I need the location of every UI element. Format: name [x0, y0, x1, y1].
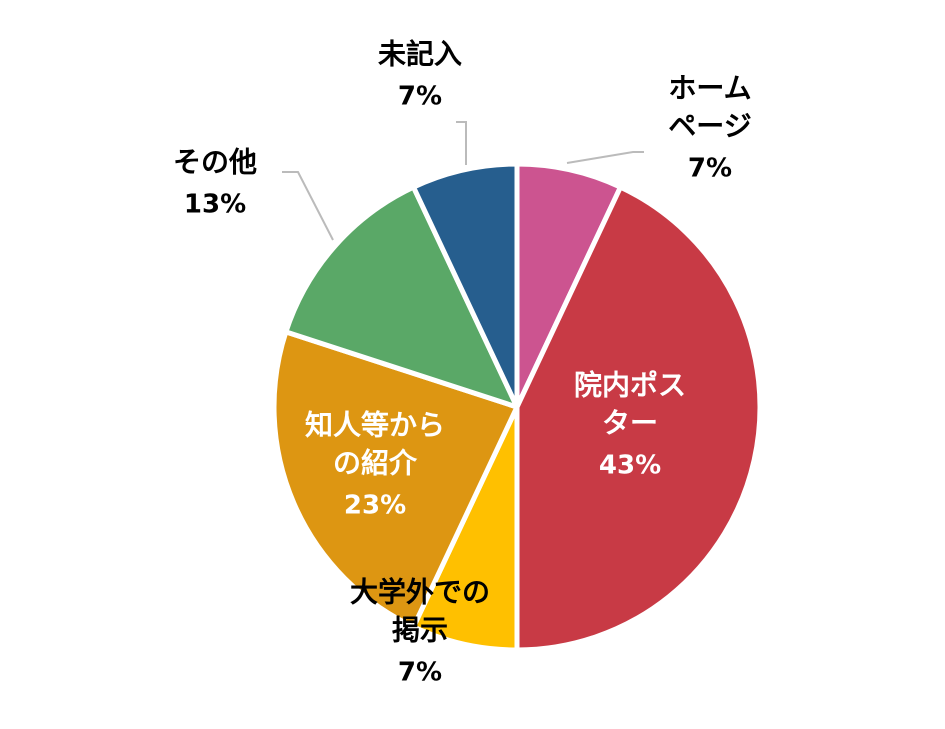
value-label: 23% [343, 490, 407, 521]
category-label: ホーム ページ [668, 71, 752, 143]
slice-label: その他 13% [173, 144, 257, 223]
slice-label: 未記入 7% [378, 36, 462, 115]
leader-line [566, 151, 644, 164]
value-label: 43% [598, 450, 662, 481]
pie-slice [514, 184, 763, 653]
pie-slice [271, 329, 520, 630]
slice-label: 大学外での 掲示 7% [350, 574, 490, 691]
slice-label: 院内ポス ター 43% [574, 367, 686, 484]
category-label: その他 [172, 145, 258, 179]
value-label: 7% [687, 153, 733, 184]
leader-line [456, 121, 467, 165]
slice-label: 知人等から の紹介 23% [305, 407, 445, 524]
pie-slice [283, 184, 520, 410]
value-label: 7% [397, 657, 443, 688]
value-label: 13% [183, 189, 247, 220]
leader-line [282, 171, 334, 241]
slice-label: ホーム ページ 7% [668, 70, 751, 187]
pie-slice [411, 161, 520, 410]
category-label: 大学外での 掲示 [349, 575, 491, 647]
category-label: 院内ポス ター [573, 368, 687, 440]
category-label: 知人等から の紹介 [304, 408, 446, 480]
value-label: 7% [397, 81, 443, 112]
category-label: 未記入 [377, 37, 463, 71]
